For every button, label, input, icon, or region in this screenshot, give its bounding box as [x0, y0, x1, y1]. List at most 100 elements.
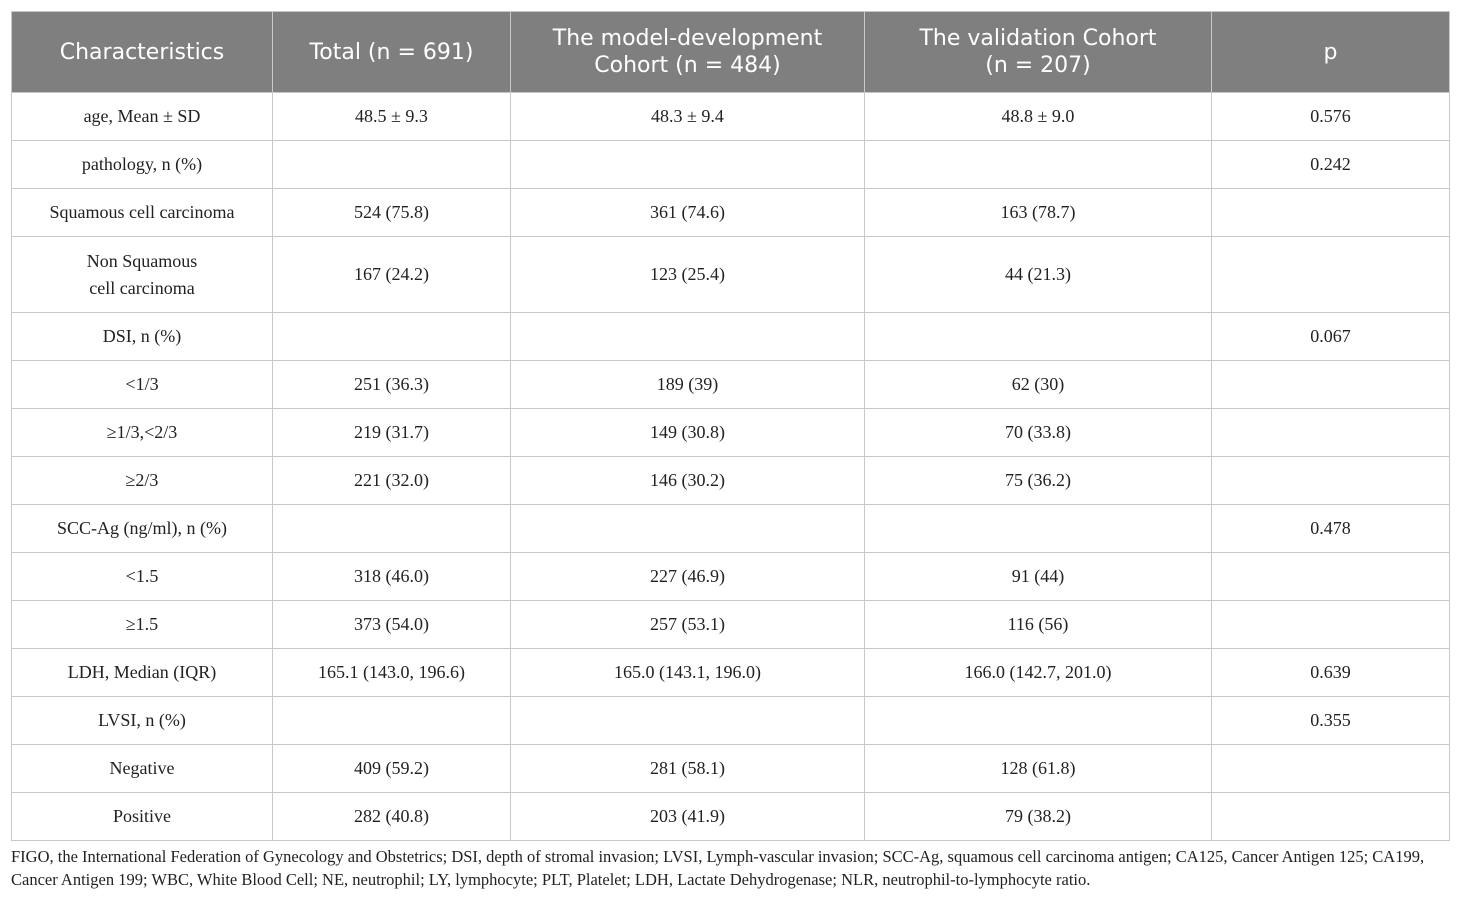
table-cell	[864, 312, 1212, 361]
table-cell	[1211, 744, 1450, 793]
table-row: ≥2/3 221 (32.0) 146 (30.2) 75 (36.2)	[11, 456, 1450, 505]
table-cell: 281 (58.1)	[510, 744, 865, 793]
table-cell: 165.1 (143.0, 196.6)	[272, 648, 511, 697]
table-cell: 91 (44)	[864, 552, 1212, 601]
table-cell: 257 (53.1)	[510, 600, 865, 649]
table-row: LDH, Median (IQR) 165.1 (143.0, 196.6) 165…	[11, 648, 1450, 697]
footnote: FIGO, the International Federation of Gy…	[11, 847, 1425, 889]
table-cell	[510, 504, 865, 553]
row-label: Negative	[11, 744, 273, 793]
header-cell: Total (n = 691)	[272, 11, 511, 93]
table-row: Squamous cell carcinoma 524 (75.8) 361 (74…	[11, 188, 1450, 237]
table-cell: 0.355	[1211, 696, 1450, 745]
row-label: ≥1.5	[11, 600, 273, 649]
table-cell: 166.0 (142.7, 201.0)	[864, 648, 1212, 697]
table-row: Non Squamous cell carcinoma 167 (24.2) 123…	[11, 236, 1450, 313]
row-label: ≥2/3	[11, 456, 273, 505]
row-label: Squamous cell carcinoma	[11, 188, 273, 237]
table-cell: 219 (31.7)	[272, 408, 511, 457]
table-cell: 44 (21.3)	[864, 236, 1212, 313]
table: Characteristics Total (n = 691) The model-…	[11, 11, 1450, 841]
table-row: DSI, n (%) 0.067	[11, 312, 1450, 361]
table-row: <1.5 318 (46.0) 227 (46.9) 91 (44)	[11, 552, 1450, 601]
table-cell: 318 (46.0)	[272, 552, 511, 601]
table-cell	[1211, 456, 1450, 505]
table-row: <1/3 251 (36.3) 189 (39) 62 (30)	[11, 360, 1450, 409]
table-cell	[1211, 188, 1450, 237]
table-cell	[272, 696, 511, 745]
table-cell: 0.576	[1211, 92, 1450, 141]
table-cell	[1211, 236, 1450, 313]
table-cell: 123 (25.4)	[510, 236, 865, 313]
table-cell	[1211, 600, 1450, 649]
header-cell: The model-development Cohort (n = 484)	[510, 11, 865, 93]
table-row: Positive 282 (40.8) 203 (41.9) 79 (38.2)	[11, 792, 1450, 841]
row-label: <1.5	[11, 552, 273, 601]
table-cell: 361 (74.6)	[510, 188, 865, 237]
table-cell: 48.5 ± 9.3	[272, 92, 511, 141]
table-cell	[510, 696, 865, 745]
table-cell: 0.478	[1211, 504, 1450, 553]
row-label: Positive	[11, 792, 273, 841]
table-cell	[1211, 792, 1450, 841]
table-cell: 62 (30)	[864, 360, 1212, 409]
table-cell	[272, 140, 511, 189]
table-cell: 203 (41.9)	[510, 792, 865, 841]
table-cell: 221 (32.0)	[272, 456, 511, 505]
header-row: Characteristics Total (n = 691) The model-…	[11, 11, 1450, 93]
table-cell: 146 (30.2)	[510, 456, 865, 505]
table-cell: 70 (33.8)	[864, 408, 1212, 457]
row-label: LDH, Median (IQR)	[11, 648, 273, 697]
table-cell: 282 (40.8)	[272, 792, 511, 841]
table-cell	[864, 140, 1212, 189]
table-cell: 163 (78.7)	[864, 188, 1212, 237]
table-cell: 149 (30.8)	[510, 408, 865, 457]
row-label: <1/3	[11, 360, 273, 409]
table-cell: 409 (59.2)	[272, 744, 511, 793]
table-cell	[272, 312, 511, 361]
table-cell: 227 (46.9)	[510, 552, 865, 601]
table-cell: 128 (61.8)	[864, 744, 1212, 793]
table-cell: 79 (38.2)	[864, 792, 1212, 841]
header-cell: The validation Cohort (n = 207)	[864, 11, 1212, 93]
table-cell: 75 (36.2)	[864, 456, 1212, 505]
table-row: ≥1.5 373 (54.0) 257 (53.1) 116 (56)	[11, 600, 1450, 649]
table-cell: 116 (56)	[864, 600, 1212, 649]
table-cell	[1211, 552, 1450, 601]
table-row: age, Mean ± SD 48.5 ± 9.3 48.3 ± 9.4 48.8 ±…	[11, 92, 1450, 141]
row-label: ≥1/3,<2/3	[11, 408, 273, 457]
row-label: pathology, n (%)	[11, 140, 273, 189]
table-row: SCC-Ag (ng/ml), n (%) 0.478	[11, 504, 1450, 553]
table-cell	[864, 504, 1212, 553]
row-label: SCC-Ag (ng/ml), n (%)	[11, 504, 273, 553]
table-cell: 0.067	[1211, 312, 1450, 361]
table-cell: 165.0 (143.1, 196.0)	[510, 648, 865, 697]
table-cell: 373 (54.0)	[272, 600, 511, 649]
table-cell: 167 (24.2)	[272, 236, 511, 313]
table-cell: 189 (39)	[510, 360, 865, 409]
row-label: LVSI, n (%)	[11, 696, 273, 745]
table-row: pathology, n (%) 0.242	[11, 140, 1450, 189]
table-cell: 251 (36.3)	[272, 360, 511, 409]
table-row: LVSI, n (%) 0.355	[11, 696, 1450, 745]
table-row: ≥1/3,<2/3 219 (31.7) 149 (30.8) 70 (33.8)	[11, 408, 1450, 457]
row-label: age, Mean ± SD	[11, 92, 273, 141]
table-cell	[272, 504, 511, 553]
header-cell: p	[1211, 11, 1450, 93]
row-label: Non Squamous cell carcinoma	[11, 236, 273, 313]
table-cell: 524 (75.8)	[272, 188, 511, 237]
table-cell: 0.242	[1211, 140, 1450, 189]
table-cell	[864, 696, 1212, 745]
header-cell: Characteristics	[11, 11, 273, 93]
table-cell	[1211, 360, 1450, 409]
row-label: DSI, n (%)	[11, 312, 273, 361]
table-row: Negative 409 (59.2) 281 (58.1) 128 (61.8)	[11, 744, 1450, 793]
table-cell: 48.8 ± 9.0	[864, 92, 1212, 141]
table-cell: 48.3 ± 9.4	[510, 92, 865, 141]
table-cell	[510, 312, 865, 361]
table-cell	[510, 140, 865, 189]
table-cell: 0.639	[1211, 648, 1450, 697]
table-cell	[1211, 408, 1450, 457]
table-body: age, Mean ± SD 48.5 ± 9.3 48.3 ± 9.4 48.8 ±…	[11, 92, 1450, 841]
